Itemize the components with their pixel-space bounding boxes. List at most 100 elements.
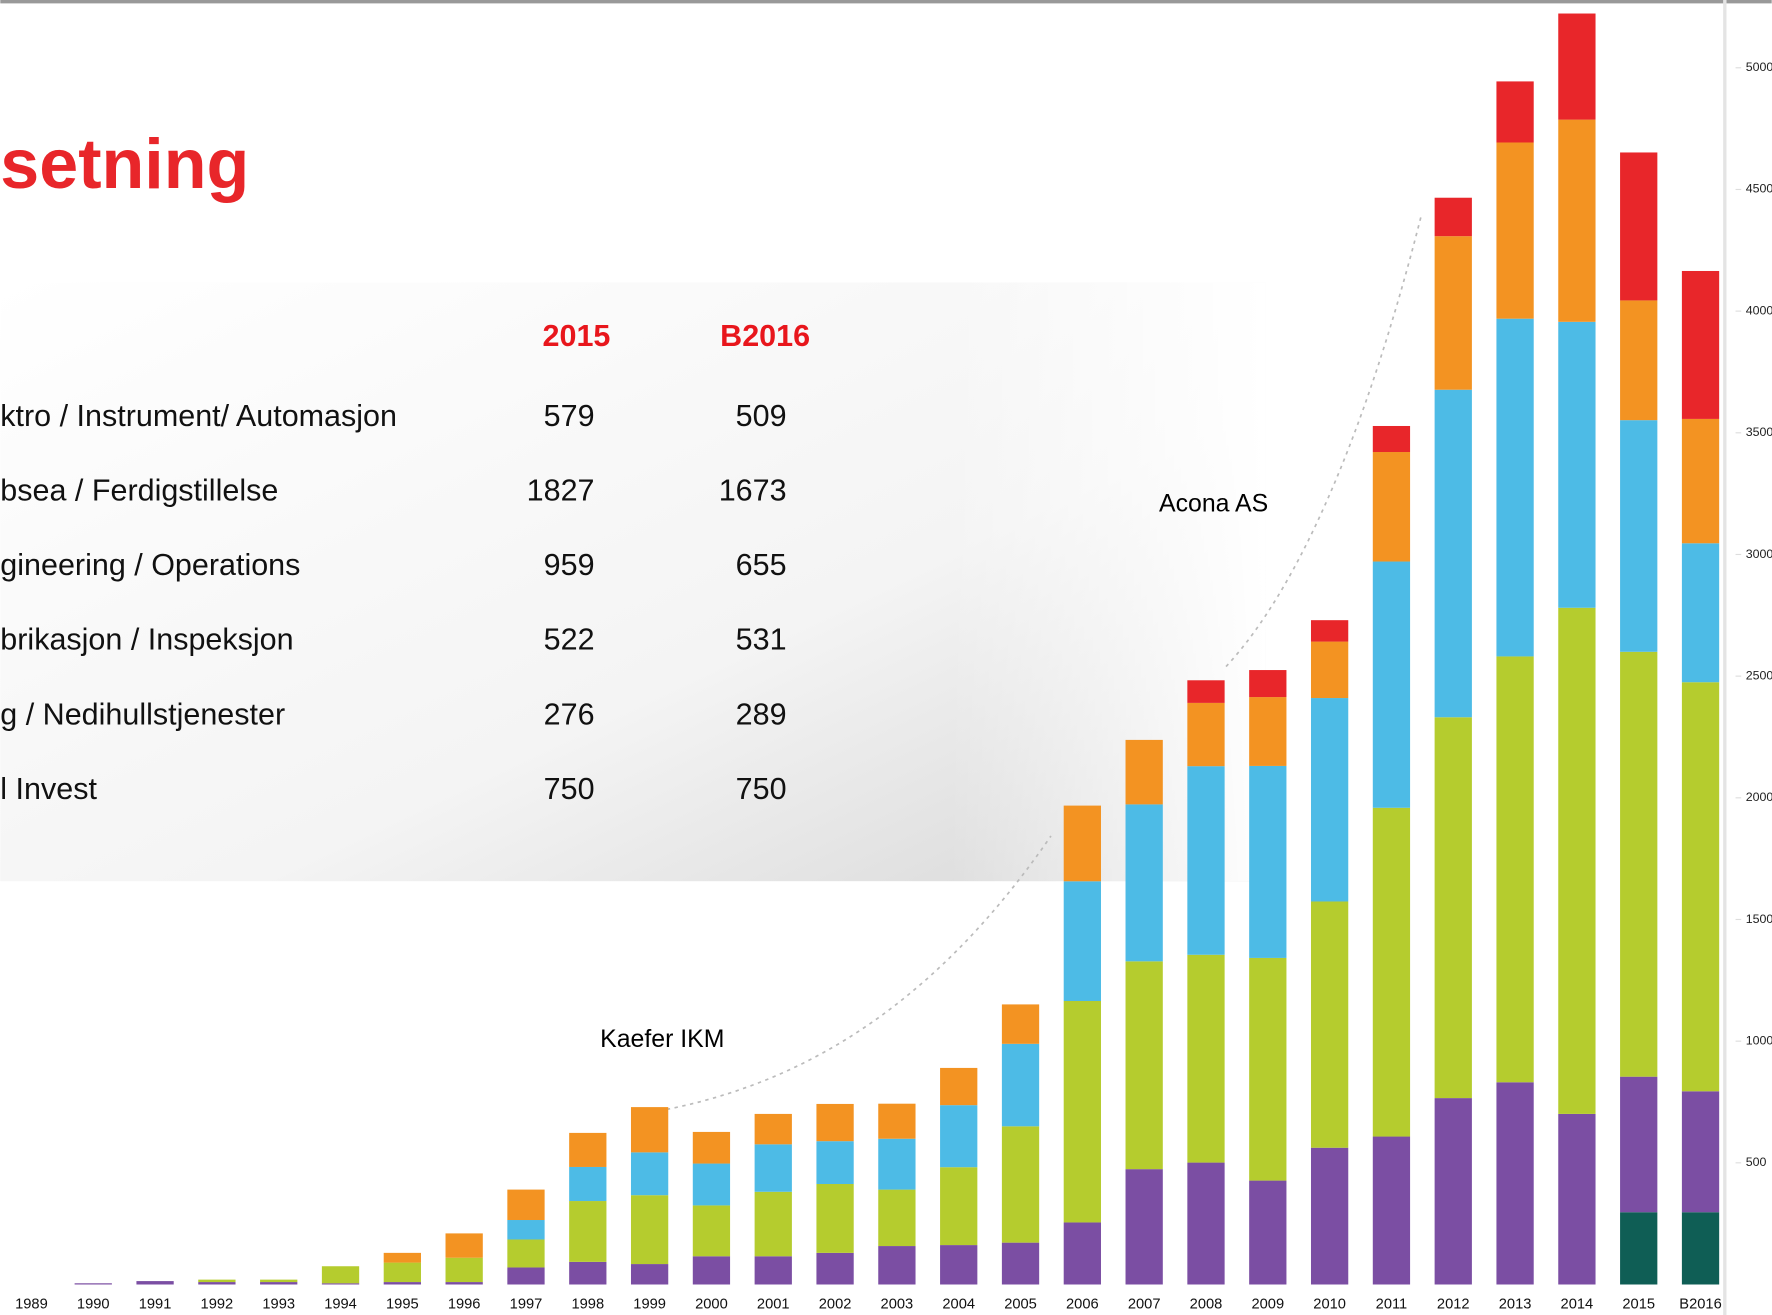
bar-segment: [1434, 389, 1472, 718]
y-tick-label: 4500: [1746, 182, 1772, 196]
bar-segment: [1310, 641, 1349, 699]
x-tick-label: 1991: [139, 1297, 172, 1313]
bar-segment: [507, 1267, 545, 1285]
bar-segment: [692, 1205, 731, 1257]
x-tick-label: B2016: [1679, 1297, 1721, 1313]
bar-segment: [1187, 702, 1225, 767]
cell: 276: [544, 697, 595, 731]
bar-segment: [321, 1283, 360, 1285]
bar-segment: [1434, 236, 1472, 390]
bar-segment: [816, 1103, 854, 1142]
bar-segment: [1681, 543, 1720, 683]
bar-segment: [1558, 607, 1596, 1114]
bar-segment: [1434, 197, 1472, 237]
bar-segment: [1001, 1043, 1040, 1127]
bar-segment: [1125, 804, 1163, 962]
bar-segment: [1125, 961, 1163, 1170]
bar-segment: [1125, 739, 1163, 805]
row-label: bsea / Ferdigstillelse: [0, 474, 278, 508]
bar-segment: [940, 1105, 978, 1168]
x-tick-label: 2015: [1622, 1297, 1655, 1313]
x-tick-label: 2013: [1499, 1297, 1532, 1313]
x-tick-label: 1990: [77, 1297, 110, 1313]
edge-line: [1723, 0, 1727, 1315]
bar-segment: [754, 1113, 792, 1145]
bar-segment: [1372, 452, 1411, 562]
bar-segment: [1125, 1169, 1163, 1285]
bar-segment: [1681, 418, 1720, 544]
bar-segment: [630, 1107, 669, 1153]
cell: 1673: [719, 474, 787, 508]
bar-segment: [754, 1256, 792, 1285]
bar-segment: [878, 1138, 916, 1190]
bar-segment: [1249, 670, 1287, 698]
bar-segment: [940, 1067, 978, 1106]
bar-segment: [692, 1256, 731, 1285]
bar-segment: [74, 1283, 112, 1285]
bar-segment: [507, 1239, 545, 1268]
x-tick-label: 1999: [633, 1297, 666, 1313]
x-tick-label: 2007: [1128, 1297, 1161, 1313]
row-label: ktro / Instrument/ Automasjon: [0, 399, 397, 433]
bar-segment: [198, 1282, 236, 1285]
y-tick-label: 2000: [1746, 790, 1772, 804]
cell: 750: [736, 772, 787, 806]
cell: 655: [736, 548, 787, 582]
bar-segment: [1187, 766, 1225, 955]
table-header: 2015: [543, 319, 611, 353]
annotation: Acona AS: [1159, 491, 1268, 518]
bar-segment: [260, 1279, 298, 1283]
bar-segment: [445, 1233, 483, 1258]
bar-segment: [1372, 425, 1411, 453]
y-tick-label: 5000: [1746, 60, 1772, 74]
bar-segment: [1558, 1113, 1596, 1285]
bar-segment: [1249, 765, 1287, 958]
bar-segment: [1372, 1136, 1411, 1285]
bar-segment: [1063, 1001, 1101, 1223]
bar-segment: [1310, 698, 1349, 902]
bar-segment: [507, 1189, 545, 1221]
bar-segment: [1249, 697, 1287, 766]
bar-segment: [1620, 420, 1658, 652]
bar-segment: [1681, 682, 1720, 1092]
bar-segment: [1187, 680, 1225, 703]
slide-title: setning: [0, 125, 249, 203]
x-tick-label: 1993: [262, 1297, 295, 1313]
bar-segment: [754, 1191, 792, 1257]
bar-segment: [445, 1257, 483, 1283]
bar-segment: [569, 1261, 607, 1285]
bar-segment: [1496, 318, 1534, 657]
bar-segment: [878, 1246, 916, 1285]
x-tick-label: 2000: [695, 1297, 728, 1313]
cell: 959: [544, 548, 595, 582]
bar-segment: [383, 1252, 421, 1263]
x-tick-label: 2011: [1376, 1297, 1408, 1313]
x-tick-label: 1994: [324, 1297, 357, 1313]
bar-segment: [1681, 270, 1720, 419]
bar-segment: [569, 1166, 607, 1202]
bars: [74, 13, 1720, 1285]
bar-segment: [1001, 1242, 1040, 1285]
x-tick-label: 2012: [1437, 1297, 1470, 1313]
bar-segment: [1001, 1004, 1040, 1044]
row-label: brikasjon / Inspeksjon: [0, 623, 293, 657]
bar-segment: [507, 1220, 545, 1240]
bar-segment: [1620, 1212, 1658, 1285]
y-tick-label: 4000: [1746, 303, 1772, 317]
annotation: Kaefer IKM: [600, 1026, 724, 1053]
bar-segment: [878, 1103, 916, 1139]
bar-segment: [1496, 142, 1534, 319]
cell: 579: [544, 399, 595, 433]
bar-segment: [1187, 1162, 1225, 1285]
bar-segment: [1001, 1126, 1040, 1243]
bar-segment: [1063, 1222, 1101, 1285]
bar-segment: [260, 1282, 298, 1285]
x-tick-label: 1992: [201, 1297, 234, 1313]
bar-segment: [1681, 1212, 1720, 1285]
x-tick-label: 1996: [448, 1297, 481, 1313]
y-tick-label: 3500: [1746, 425, 1772, 439]
x-tick-label: 1995: [386, 1297, 419, 1313]
cell: 1827: [527, 474, 595, 508]
row-label: l Invest: [0, 772, 97, 806]
bar-segment: [136, 1281, 174, 1285]
